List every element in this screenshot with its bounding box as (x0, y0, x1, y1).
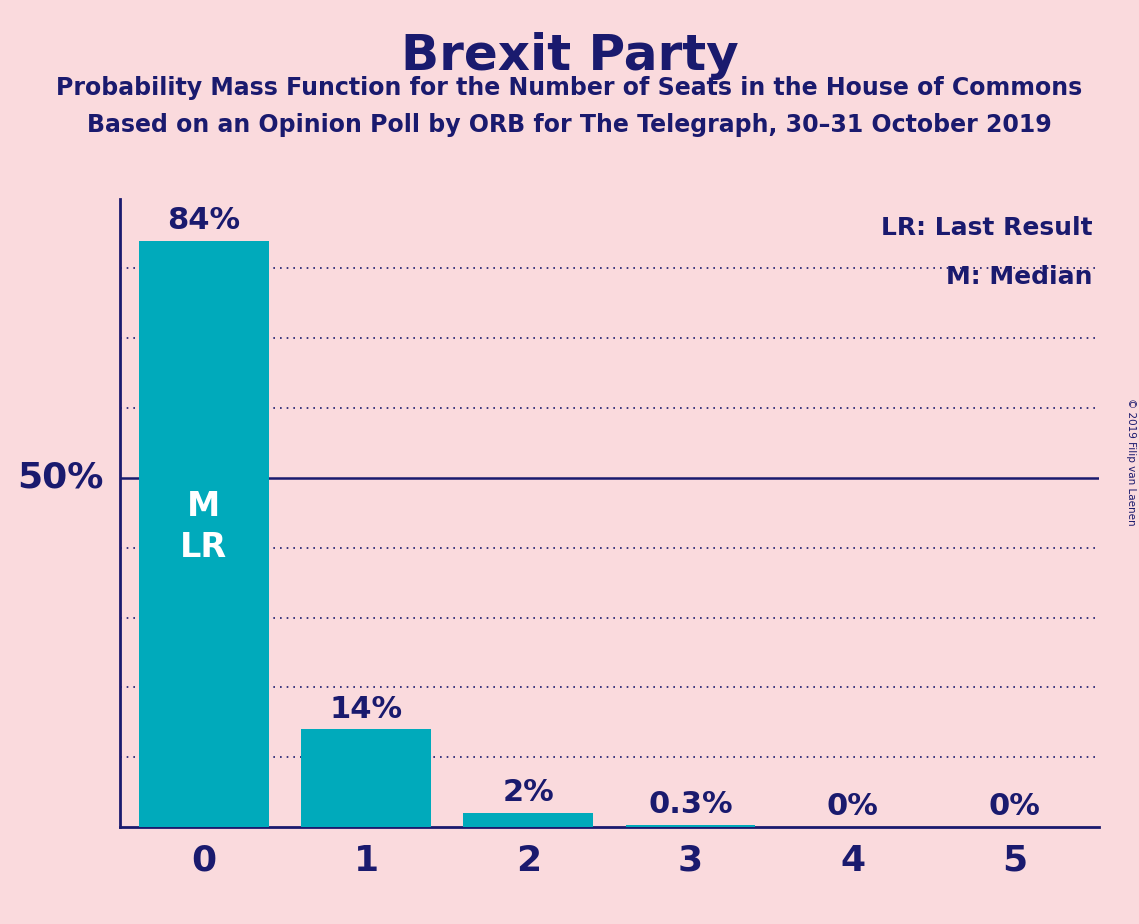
Text: 0%: 0% (827, 793, 878, 821)
Bar (464, 813, 593, 827)
Text: 50%: 50% (17, 461, 104, 495)
Bar (625, 825, 755, 827)
Text: 84%: 84% (167, 206, 240, 235)
Text: 0.3%: 0.3% (648, 790, 732, 820)
Text: 14%: 14% (329, 695, 403, 723)
Bar (301, 729, 431, 827)
Text: LR: Last Result: LR: Last Result (882, 216, 1092, 240)
Text: Based on an Opinion Poll by ORB for The Telegraph, 30–31 October 2019: Based on an Opinion Poll by ORB for The … (87, 113, 1052, 137)
Text: 2%: 2% (502, 778, 555, 808)
Text: M
LR: M LR (180, 490, 228, 564)
Text: 0%: 0% (989, 793, 1041, 821)
Text: M: Median: M: Median (947, 265, 1092, 289)
Bar (139, 240, 269, 827)
Text: Probability Mass Function for the Number of Seats in the House of Commons: Probability Mass Function for the Number… (56, 76, 1083, 100)
Text: Brexit Party: Brexit Party (401, 32, 738, 80)
Text: © 2019 Filip van Laenen: © 2019 Filip van Laenen (1126, 398, 1136, 526)
